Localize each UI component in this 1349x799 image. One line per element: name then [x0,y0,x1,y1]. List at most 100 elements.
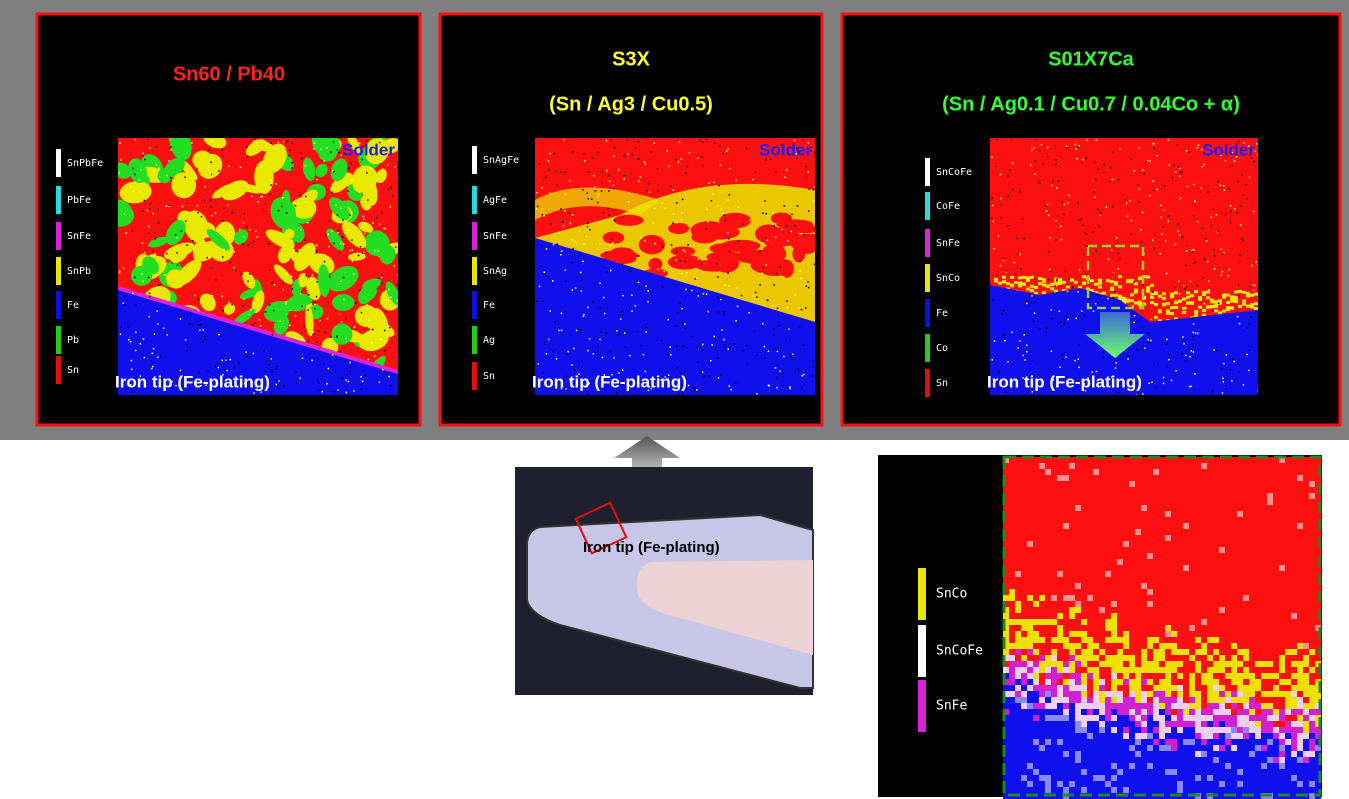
noise [160,356,162,358]
map-pixel [1075,781,1081,787]
noise [148,138,150,140]
map-pixel [1189,571,1195,577]
map-pixel [1177,679,1183,685]
noise [1004,340,1006,342]
map-pixel [1237,505,1243,511]
map-pixel [1201,745,1207,751]
map-pixel [1015,625,1021,631]
noise [1147,332,1149,334]
phase-speck [1190,301,1194,304]
map-pixel [1243,481,1249,487]
map-pixel [1123,481,1129,487]
map-pixel [1291,757,1297,763]
map-pixel [1129,673,1135,679]
map-pixel [1081,751,1087,757]
phase-speck [1182,311,1186,314]
map-pixel [1093,697,1099,703]
map-pixel [1267,595,1273,601]
noise [1175,171,1177,173]
noise [242,305,244,307]
map-pixel [1273,505,1279,511]
noise [622,264,624,266]
map-pixel [1057,775,1063,781]
noise [581,290,583,292]
map-pixel [1123,745,1129,751]
map-pixel [1309,577,1315,583]
map-pixel [1039,631,1045,637]
noise [181,193,183,195]
noise [1194,200,1196,202]
map-pixel [1111,661,1117,667]
noise [1238,284,1240,286]
map-pixel [1243,727,1249,733]
map-pixel [1033,691,1039,697]
map-pixel [1039,535,1045,541]
noise [552,350,554,352]
noise [697,361,699,363]
noise [139,191,141,193]
map-pixel [1033,757,1039,763]
map-pixel [1015,691,1021,697]
noise [222,256,224,258]
map-pixel [1057,559,1063,565]
map-pixel [1249,631,1255,637]
map-pixel [1123,661,1129,667]
map-pixel [1111,583,1117,589]
noise [222,149,224,151]
noise [778,325,780,327]
map-pixel [1171,481,1177,487]
phase-speck [1130,299,1134,302]
noise [1034,312,1036,314]
map-pixel [1057,769,1063,775]
map-pixel [1201,763,1207,769]
noise [782,385,784,387]
noise [176,252,178,254]
map-pixel [1117,565,1123,571]
map-pixel [1255,769,1261,775]
map-pixel [1081,763,1087,769]
noise [361,312,363,314]
map-pixel [1105,469,1111,475]
map-pixel [1129,751,1135,757]
noise [1146,161,1148,163]
noise [330,152,332,154]
noise [613,357,615,359]
noise [608,214,610,216]
map-pixel [1051,763,1057,769]
noise [246,226,248,228]
map-pixel [1279,703,1285,709]
map-pixel [1231,553,1237,559]
noise [1016,237,1018,239]
map-pixel [1177,739,1183,745]
map-pixel [1297,553,1303,559]
map-pixel [1027,691,1033,697]
noise [1222,378,1224,380]
map-pixel [1015,607,1021,613]
map-pixel [1291,505,1297,511]
noise [381,277,383,279]
map-pixel [1261,775,1267,781]
noise [311,360,313,362]
map-pixel [1219,661,1225,667]
map-pixel [1177,631,1183,637]
map-pixel [1255,709,1261,715]
map-pixel [1057,607,1063,613]
map-pixel [1273,559,1279,565]
map-pixel [1135,715,1141,721]
map-pixel [1219,571,1225,577]
map-pixel [1033,535,1039,541]
map-pixel [1171,643,1177,649]
map-pixel [1291,535,1297,541]
map-pixel [1189,667,1195,673]
map-pixel [1051,499,1057,505]
map-pixel [1279,583,1285,589]
map-pixel [1189,595,1195,601]
map-pixel [1033,613,1039,619]
noise [272,334,274,336]
noise [773,212,775,214]
map-pixel [1267,733,1273,739]
map-pixel [1039,625,1045,631]
map-pixel [1225,619,1231,625]
map-pixel [1171,601,1177,607]
map-pixel [1069,757,1075,763]
